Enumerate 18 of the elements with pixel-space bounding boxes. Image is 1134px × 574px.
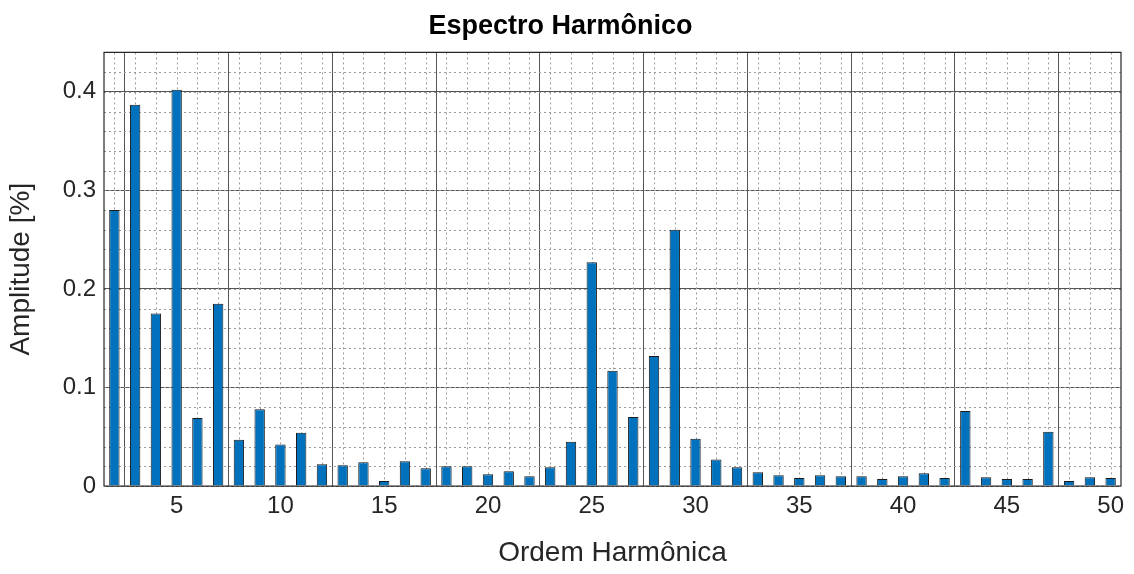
y-tick-label: 0 <box>82 470 96 498</box>
y-tick-label: 0.4 <box>62 76 96 104</box>
x-tick-label: 5 <box>169 491 184 519</box>
y-tick-label: 0.2 <box>62 273 96 301</box>
x-tick-label: 45 <box>993 491 1021 519</box>
x-axis-title: Ordem Harmônica <box>498 535 728 567</box>
x-tick-label: 30 <box>682 491 709 519</box>
y-tick-label: 0.1 <box>62 372 96 400</box>
x-tick-label: 15 <box>370 491 398 519</box>
x-tick-label: 25 <box>578 491 606 519</box>
x-tick-label: 35 <box>785 491 813 519</box>
chart-title: Espectro Harmônico <box>428 9 693 40</box>
x-tick-label: 50 <box>1097 491 1124 519</box>
y-tick-label: 0.3 <box>62 174 96 202</box>
x-tick-label: 20 <box>474 491 502 519</box>
x-tick-label: 10 <box>267 491 294 519</box>
y-axis-title: Amplitude [%] <box>3 182 35 356</box>
x-tick-label: 40 <box>889 491 917 519</box>
